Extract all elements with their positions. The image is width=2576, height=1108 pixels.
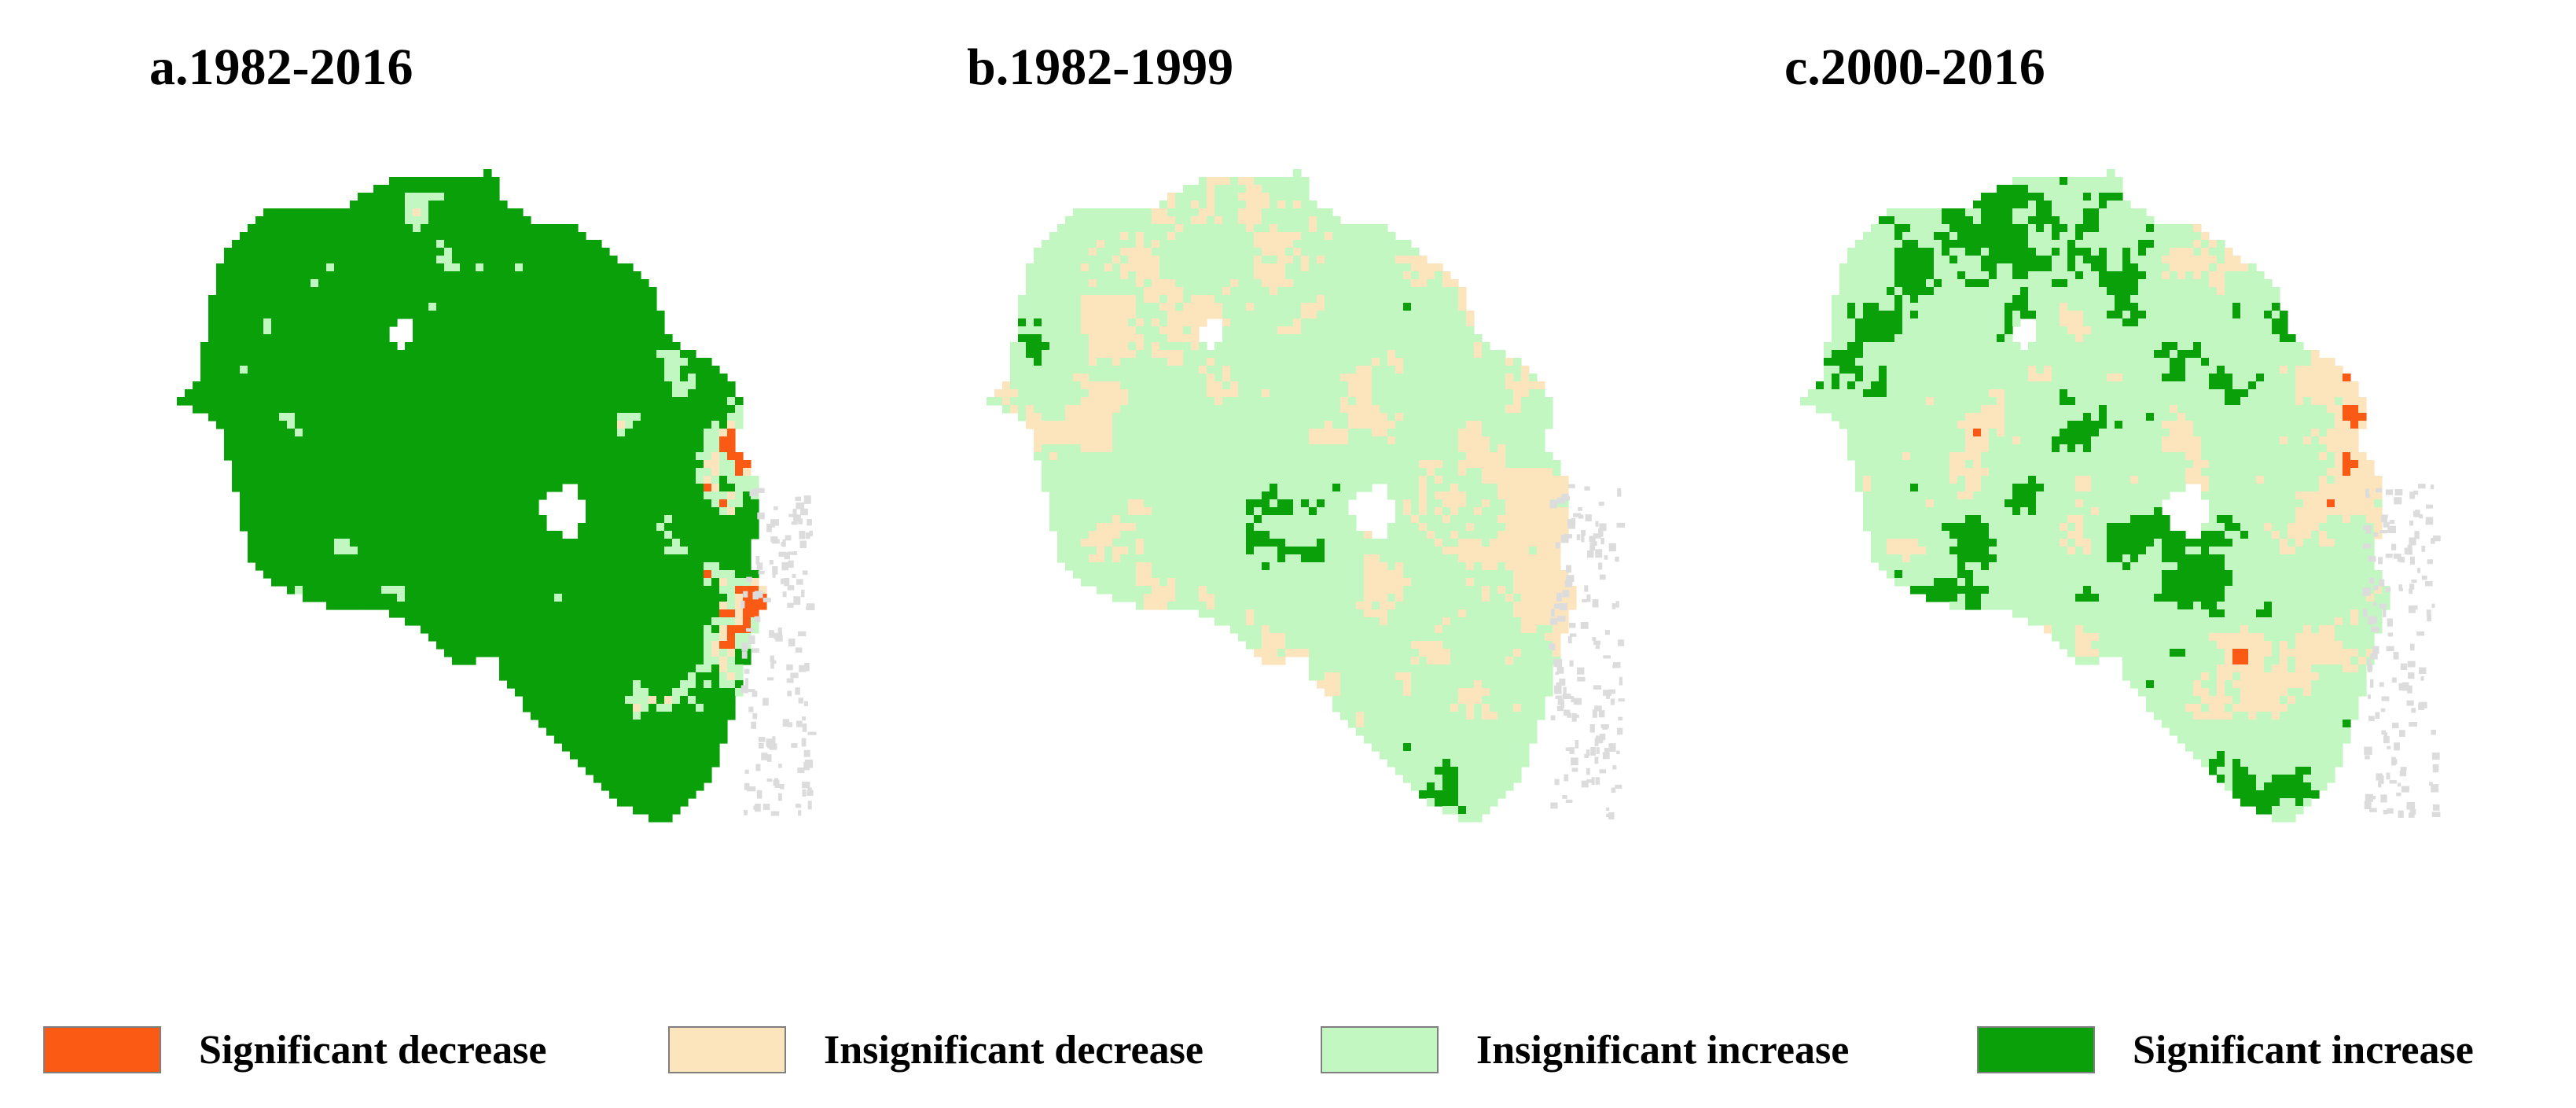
legend-item-insignificant-increase: Insignificant increase: [1321, 1014, 1849, 1085]
legend-label: Significant increase: [2133, 1027, 2474, 1073]
legend-item-significant-decrease: Significant decrease: [43, 1014, 546, 1085]
legend: Significant decrease Insignificant decre…: [0, 1014, 2576, 1085]
offshore-islands: [2362, 484, 2441, 819]
legend-label: Insignificant decrease: [824, 1027, 1203, 1073]
offshore-islands: [740, 488, 817, 816]
map-panel-b: b.1982-1999: [825, 0, 1659, 912]
map-panel-c: c.2000-2016: [1651, 0, 2484, 912]
legend-swatch: [668, 1026, 786, 1073]
legend-swatch: [43, 1026, 161, 1073]
legend-swatch: [1321, 1026, 1439, 1073]
legend-item-insignificant-decrease: Insignificant decrease: [668, 1014, 1203, 1085]
legend-label: Significant decrease: [199, 1027, 547, 1073]
raster-cells: [987, 169, 1577, 823]
raster-cells: [177, 169, 767, 823]
panel-title: b.1982-1999: [967, 39, 1234, 96]
raster-cells: [1800, 169, 2390, 823]
legend-label: Insignificant increase: [1476, 1027, 1850, 1073]
trend-map: [987, 169, 1626, 823]
panel-title: a.1982-2016: [149, 39, 413, 96]
map-panel-a: a.1982-2016: [0, 0, 833, 912]
trend-map: [1800, 169, 2441, 823]
legend-item-significant-increase: Significant increase: [1977, 1014, 2474, 1085]
trend-map: [177, 169, 817, 823]
legend-swatch: [1977, 1026, 2095, 1073]
offshore-islands: [1549, 484, 1626, 820]
panel-title: c.2000-2016: [1784, 39, 2045, 96]
